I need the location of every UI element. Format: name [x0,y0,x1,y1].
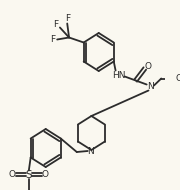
Text: HN: HN [112,71,126,80]
Text: O: O [145,62,152,71]
Text: N: N [87,146,94,155]
Text: S: S [26,169,32,180]
Text: F: F [65,14,70,23]
Text: O: O [42,170,49,179]
Text: F: F [50,35,55,44]
Text: F: F [53,20,58,29]
Text: N: N [147,82,154,91]
Text: O: O [9,170,16,179]
Text: O: O [175,74,180,83]
